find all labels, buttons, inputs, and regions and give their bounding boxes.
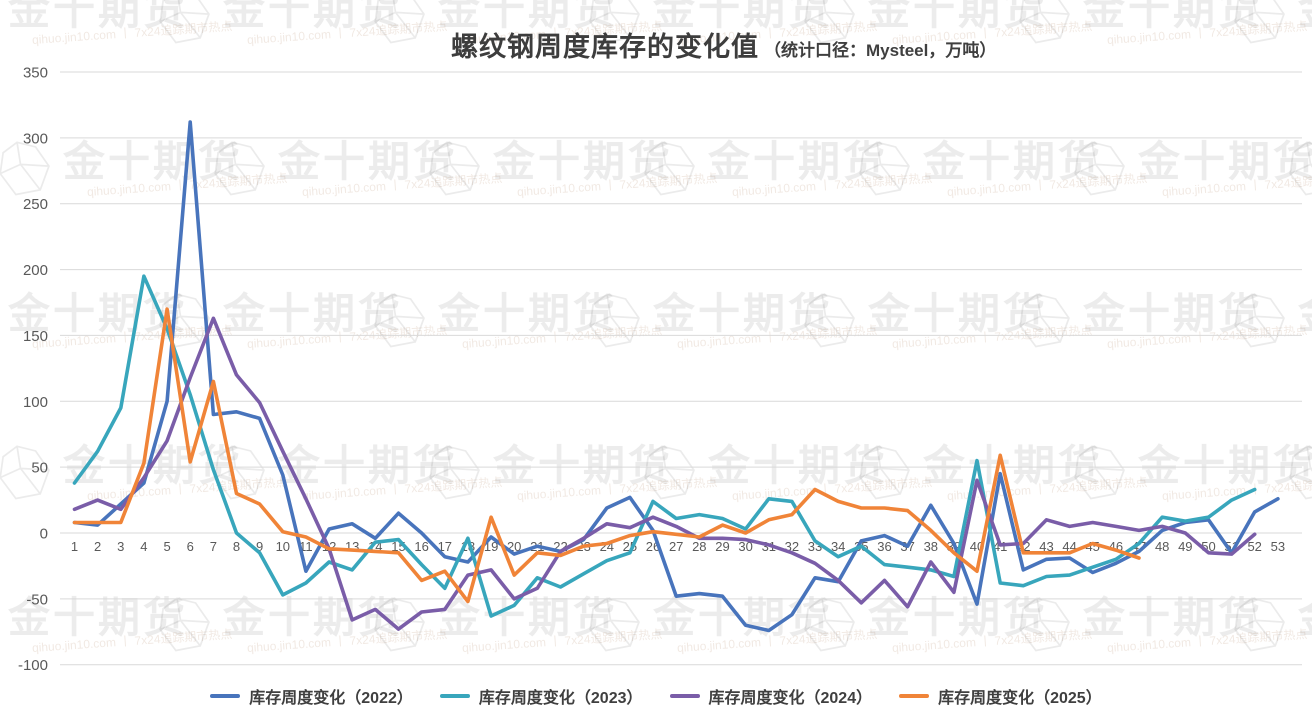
x-tick-label: 36 xyxy=(877,539,891,554)
legend-label-2023: 库存周度变化（2023） xyxy=(478,690,643,707)
page-title: 螺纹钢周度库存的变化值 xyxy=(451,32,759,62)
x-tick-label: 6 xyxy=(187,539,194,554)
y-tick-label: 100 xyxy=(23,394,48,411)
legend-label-2022: 库存周度变化（2022） xyxy=(249,690,413,707)
x-tick-label: 38 xyxy=(924,539,938,554)
y-tick-label: -100 xyxy=(18,657,48,674)
x-tick-label: 43 xyxy=(1039,539,1053,554)
x-tick-label: 5 xyxy=(163,539,170,554)
y-tick-label: -50 xyxy=(26,591,48,608)
x-tick-label: 2 xyxy=(94,539,101,554)
legend-label-2025: 库存周度变化（2025） xyxy=(938,690,1102,707)
legend-item-2022: 库存周度变化（2022） xyxy=(210,684,413,708)
x-tick-label: 52 xyxy=(1247,539,1261,554)
x-tick-label: 49 xyxy=(1178,539,1192,554)
legend-item-2023: 库存周度变化（2023） xyxy=(439,684,643,708)
x-tick-label: 16 xyxy=(414,539,428,554)
legend: 库存周度变化（2022） 库存周度变化（2023） 库存周度变化（2024） 库存周度… xyxy=(0,684,1312,708)
chart-title: 螺纹钢周度库存的变化值 （统计口径：Mysteel，万吨） xyxy=(451,25,996,64)
x-tick-label: 17 xyxy=(438,539,452,554)
x-tick-label: 48 xyxy=(1155,539,1169,554)
series-line-2022 xyxy=(72,120,1280,633)
series-line-2025 xyxy=(72,307,1141,604)
legend-marker-2022 xyxy=(210,693,241,699)
legend-item-2025: 库存周度变化（2025） xyxy=(899,684,1102,708)
y-tick-label: 200 xyxy=(23,262,48,279)
x-tick-label: 3 xyxy=(117,539,124,554)
x-tick-label: 7 xyxy=(210,539,217,554)
x-tick-label: 53 xyxy=(1271,539,1285,554)
x-tick-label: 34 xyxy=(831,539,845,554)
legend-label-2024: 库存周度变化（2024） xyxy=(708,690,873,707)
series-line-2023 xyxy=(72,274,1257,618)
legend-marker-2024 xyxy=(669,693,700,699)
y-tick-label: 50 xyxy=(31,460,48,477)
x-tick-label: 8 xyxy=(233,539,240,554)
x-tick-label: 4 xyxy=(140,539,147,554)
x-tick-label: 29 xyxy=(715,539,729,554)
y-tick-label: 300 xyxy=(23,130,48,147)
x-tick-label: 1 xyxy=(71,539,78,554)
y-tick-label: 150 xyxy=(23,328,48,345)
y-tick-label: 0 xyxy=(40,526,48,543)
legend-item-2024: 库存周度变化（2024） xyxy=(669,684,873,708)
y-tick-label: 250 xyxy=(23,196,48,213)
y-tick-label: 350 xyxy=(23,65,48,82)
x-tick-label: 30 xyxy=(738,539,752,554)
x-tick-label: 9 xyxy=(256,539,263,554)
legend-marker-2025 xyxy=(899,693,930,699)
x-tick-label: 10 xyxy=(276,539,290,554)
x-tick-label: 27 xyxy=(669,539,683,554)
page-subtitle: （统计口径：Mysteel，万吨） xyxy=(764,41,997,60)
series-line-2024 xyxy=(72,316,1257,631)
legend-marker-2023 xyxy=(439,693,470,699)
x-tick-label: 28 xyxy=(692,539,706,554)
